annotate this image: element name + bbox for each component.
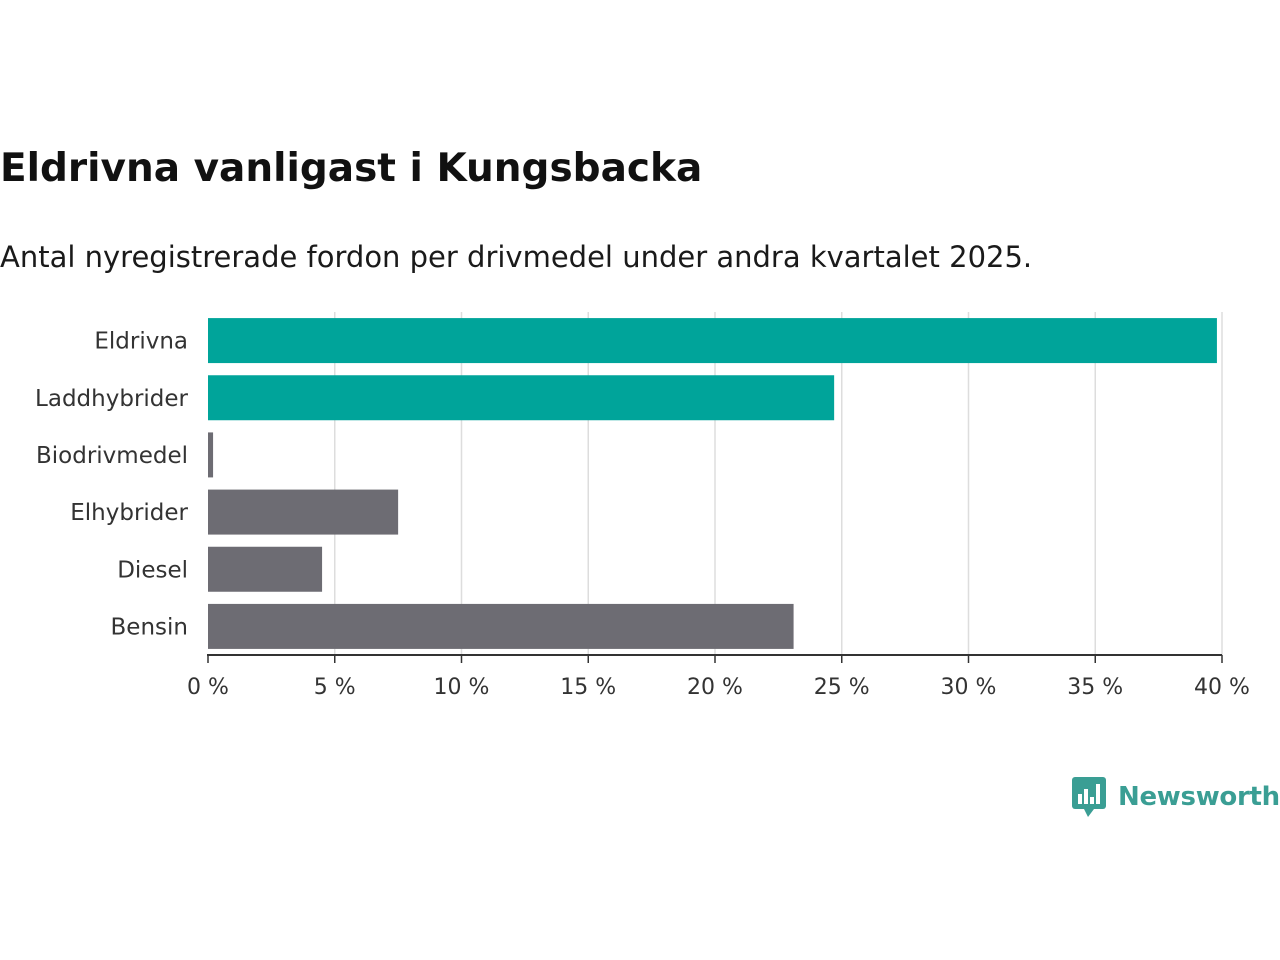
bar-laddhybrider bbox=[208, 375, 835, 421]
category-label: Bensin bbox=[111, 614, 188, 640]
category-label: Biodrivmedel bbox=[36, 443, 188, 469]
x-tick-label: 10 % bbox=[434, 675, 490, 700]
gridlines bbox=[334, 312, 1223, 655]
category-label: Eldrivna bbox=[94, 329, 188, 355]
category-label: Elhybrider bbox=[70, 500, 188, 526]
x-tick-label: 20 % bbox=[687, 675, 743, 700]
bar-chart-speech-bubble-icon bbox=[1072, 777, 1106, 817]
bar-elhybrider bbox=[208, 489, 399, 535]
x-tick-label: 40 % bbox=[1194, 675, 1250, 700]
x-tick-label: 35 % bbox=[1067, 675, 1123, 700]
category-label: Laddhybrider bbox=[35, 386, 188, 412]
category-labels: Eldrivna Laddhybrider Biodrivmedel Elhybrid… bbox=[35, 329, 188, 641]
x-tick-label: 5 % bbox=[314, 675, 356, 700]
bar-biodrivmedel bbox=[208, 432, 214, 478]
bar-eldrivna bbox=[208, 318, 1217, 364]
category-label: Diesel bbox=[117, 557, 188, 583]
bar-bensin bbox=[208, 603, 794, 649]
x-tick-label: 0 % bbox=[187, 675, 229, 700]
x-tick-label: 15 % bbox=[560, 675, 616, 700]
x-tick-label: 30 % bbox=[941, 675, 997, 700]
x-tick-label: 25 % bbox=[814, 675, 870, 700]
newsworthy-logo: Newsworthy bbox=[1072, 774, 1280, 820]
bar-diesel bbox=[208, 546, 323, 592]
bars bbox=[208, 318, 1217, 649]
x-axis: 0 % 5 % 10 % 15 % 20 % 25 % 30 % 35 % 40 % bbox=[187, 654, 1250, 700]
chart-subtitle: Antal nyregistrerade fordon per drivmede… bbox=[0, 240, 1033, 274]
brand-name: Newsworthy bbox=[1118, 782, 1280, 812]
chart-title: Eldrivna vanligast i Kungsbacka bbox=[0, 146, 703, 191]
